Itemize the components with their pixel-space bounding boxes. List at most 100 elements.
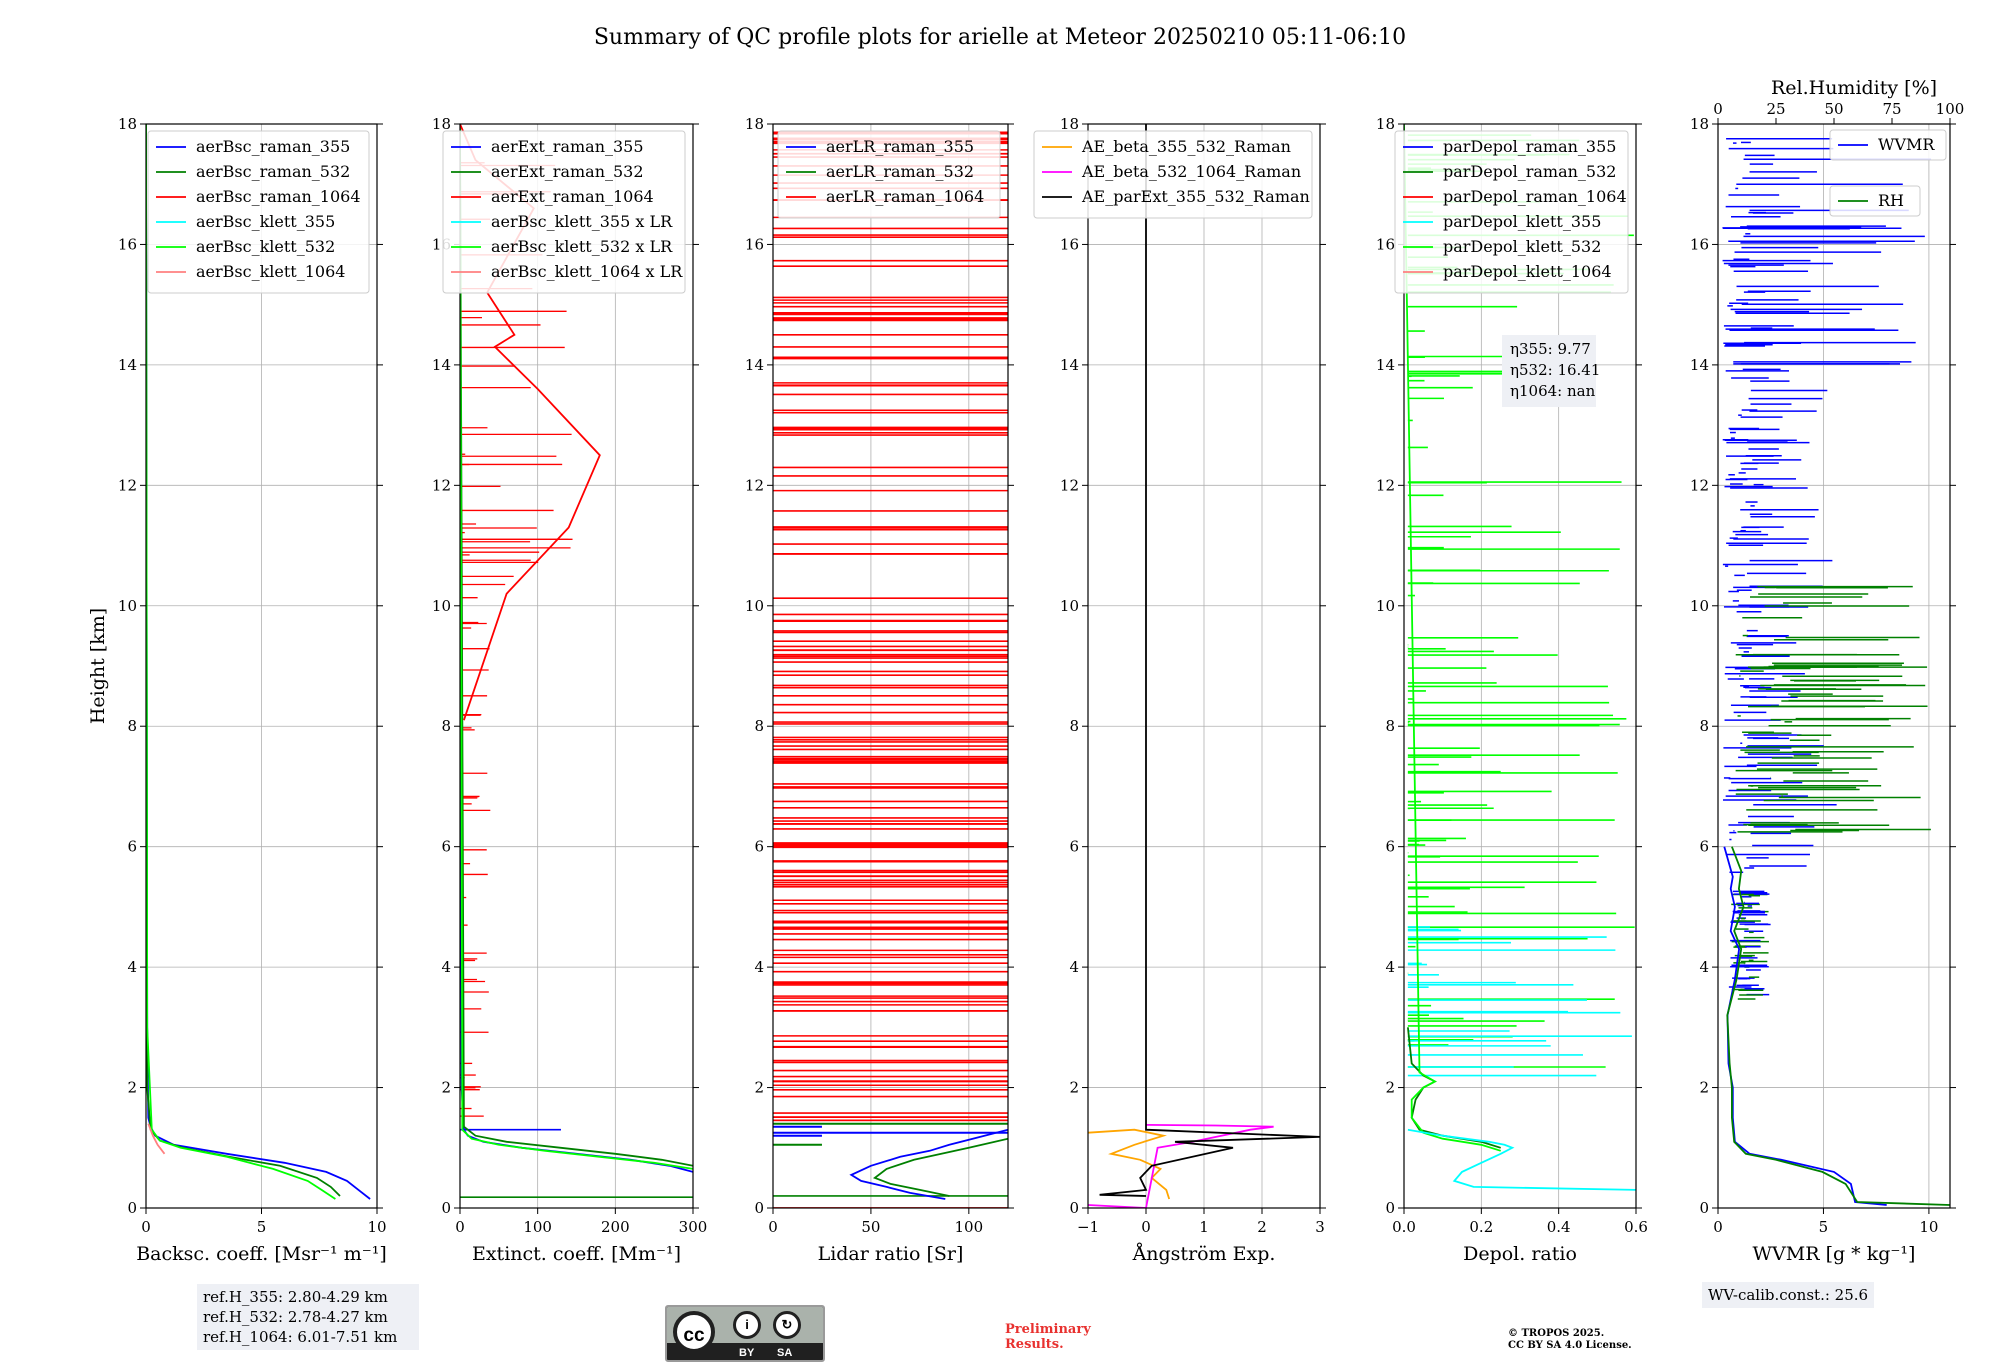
ytick-label: 16: [1376, 235, 1395, 253]
ytick-label: 14: [745, 356, 764, 374]
ytick-label: 6: [127, 838, 137, 856]
xaxis-label: Depol. ratio: [1463, 1243, 1577, 1265]
copyright-notice: © TROPOS 2025. CC BY SA 4.0 License.: [1508, 1328, 1632, 1352]
plot-area-wv: [1722, 137, 1950, 1206]
ytick-label: 2: [127, 1079, 137, 1097]
ytick-label: 8: [1069, 717, 1079, 735]
top-xtick-label: 25: [1766, 100, 1785, 118]
legend-label: AE_beta_355_532_Raman: [1081, 137, 1291, 156]
ref-height-532: ref.H_532: 2.78-4.27 km: [203, 1308, 388, 1326]
plot-area-lr: [773, 131, 1008, 1208]
ytick-label: 12: [745, 476, 764, 494]
ytick-label: 4: [441, 958, 451, 976]
legend: aerExt_raman_355 aerExt_raman_532 aerExt_r…: [442, 130, 686, 294]
ytick-label: 10: [745, 597, 764, 615]
ytick-label: 0: [127, 1199, 137, 1217]
xtick-label: 10: [1919, 1218, 1938, 1236]
ytick-label: 2: [754, 1079, 764, 1097]
legend-label: aerBsc_klett_1064 x LR: [491, 262, 683, 281]
ytick-label: 2: [1069, 1079, 1079, 1097]
ytick-label: 0: [441, 1199, 451, 1217]
series-RH: [1726, 846, 1950, 1206]
by-icon: i: [733, 1311, 761, 1339]
ytick-label: 14: [1690, 356, 1709, 374]
legend-box: [1829, 185, 1921, 217]
legend-label: RH: [1878, 191, 1904, 210]
ytick-label: 8: [1699, 717, 1709, 735]
ytick-label: 10: [118, 597, 137, 615]
legend-label: parDepol_raman_355: [1443, 137, 1616, 156]
legend-box: [1394, 130, 1629, 294]
legend-label: aerLR_raman_355: [826, 137, 974, 156]
ytick-label: 8: [754, 717, 764, 735]
legend-label: parDepol_klett_1064: [1443, 262, 1612, 281]
legend-rh: RH: [1829, 185, 1921, 217]
ytick-label: 0: [1385, 1199, 1395, 1217]
legend-box: [442, 130, 686, 294]
xtick-label: 50: [861, 1218, 880, 1236]
ytick-label: 18: [745, 115, 764, 133]
axes-frame: [772, 123, 1009, 1209]
axes-frame: [459, 123, 694, 1209]
xtick-label: 5: [1819, 1218, 1829, 1236]
ytick-label: 18: [118, 115, 137, 133]
series-WVMR: [1723, 846, 1887, 1206]
plot-area-ext: [460, 124, 693, 1198]
series-aerExt_klett_532: [460, 124, 693, 1170]
ytick-label: 6: [1069, 838, 1079, 856]
legend: aerLR_raman_355 aerLR_raman_532 aerLR_rama…: [777, 130, 1001, 219]
xtick-label: 10: [367, 1218, 386, 1236]
ytick-label: 4: [754, 958, 764, 976]
legend-label: AE_beta_532_1064_Raman: [1081, 162, 1301, 181]
xaxis-label: Backsc. coeff. [Msr⁻¹ m⁻¹]: [136, 1243, 387, 1265]
preliminary-line-1: Preliminary: [1005, 1322, 1091, 1337]
ytick-label: 18: [432, 115, 451, 133]
ytick-label: 4: [1385, 958, 1395, 976]
ytick-label: 16: [1690, 235, 1709, 253]
ytick-label: 6: [754, 838, 764, 856]
legend-box: [777, 130, 1001, 219]
axes-frame: [1403, 123, 1637, 1209]
ytick-label: 14: [432, 356, 451, 374]
legend-label: aerExt_raman_532: [491, 162, 644, 181]
panel-depol: 0 2 4 6 8 10 12 14 16 18 0.0 0.2 0.4 0.6 Depol. ratio p…: [1376, 115, 1648, 1265]
legend-label: aerBsc_klett_355 x LR: [491, 212, 673, 231]
yaxis-label: Height [km]: [87, 608, 109, 724]
series-aerLR_raman_532: [872, 1137, 1008, 1197]
legend-box: [1033, 130, 1313, 219]
legend-label: aerBsc_klett_1064: [196, 262, 345, 281]
ytick-label: 10: [1060, 597, 1079, 615]
legend-label: aerBsc_raman_355: [196, 137, 350, 156]
top-xtick-label: 0: [1713, 100, 1723, 118]
xtick-label: 0.0: [1392, 1218, 1416, 1236]
sa-label: SA: [777, 1347, 793, 1359]
xtick-label: 200: [601, 1218, 630, 1236]
ytick-label: 2: [441, 1079, 451, 1097]
top-xtick-label: 75: [1882, 100, 1901, 118]
xaxis-label: Extinct. coeff. [Mm⁻¹]: [472, 1243, 681, 1265]
preliminary-line-2: Results.: [1005, 1337, 1064, 1352]
panel-lr: 0 2 4 6 8 10 12 14 16 18 0 50 100 Lidar ratio [Sr] aer…: [745, 115, 1014, 1265]
legend-label: aerBsc_klett_532 x LR: [491, 237, 673, 256]
preliminary-notice: Preliminary Results.: [1005, 1322, 1091, 1352]
ytick-label: 10: [1690, 597, 1709, 615]
ytick-label: 14: [1060, 356, 1079, 374]
legend-label: parDepol_raman_532: [1443, 162, 1616, 181]
xtick-label: 300: [679, 1218, 708, 1236]
top-xaxis-label: Rel.Humidity [%]: [1771, 77, 1937, 99]
copyright-line-1: © TROPOS 2025.: [1508, 1328, 1605, 1339]
xtick-label: 0: [768, 1218, 778, 1236]
ytick-label: 16: [118, 235, 137, 253]
xaxis-label: Ångström Exp.: [1132, 1243, 1276, 1265]
ytick-label: 8: [1385, 717, 1395, 735]
legend: AE_beta_355_532_Raman AE_beta_532_1064_Ra…: [1033, 130, 1313, 219]
legend-label: aerExt_raman_355: [491, 137, 644, 156]
legend-label: parDepol_klett_355: [1443, 212, 1601, 231]
xtick-label: 2: [1257, 1218, 1267, 1236]
sa-icon: ↻: [773, 1311, 801, 1339]
xtick-label: 1: [1199, 1218, 1209, 1236]
ytick-label: 4: [1699, 958, 1709, 976]
reference-heights-box: ref.H_355: 2.80-4.29 km ref.H_532: 2.78-…: [197, 1284, 419, 1350]
xtick-label: 5: [257, 1218, 267, 1236]
